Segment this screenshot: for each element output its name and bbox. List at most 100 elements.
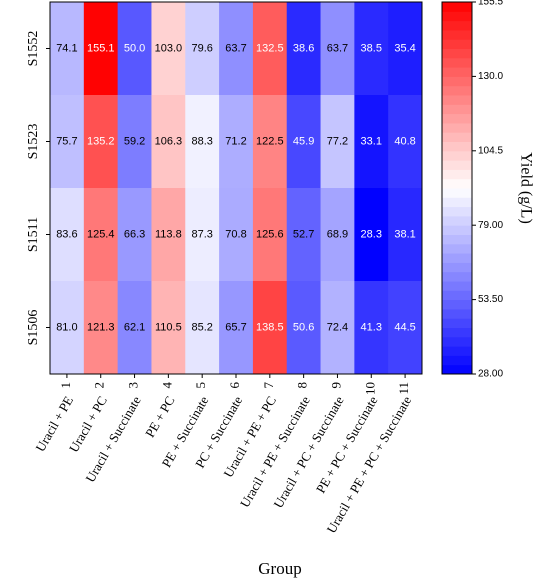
cell-label: 33.1 (361, 135, 382, 147)
heatmap-cell (185, 188, 220, 282)
colorbar-step (442, 67, 472, 77)
colorbar-step (442, 197, 472, 208)
colorbar-step (442, 336, 472, 347)
heatmap-cell (388, 188, 423, 282)
heatmap-cell (50, 2, 85, 96)
heatmap-cell (286, 281, 322, 375)
cell-label: 79.6 (191, 42, 212, 54)
x-tick-label: 8 (295, 382, 310, 389)
colorbar-step (442, 225, 472, 235)
heatmap-cell (286, 2, 322, 96)
cell-label: 66.3 (124, 228, 145, 240)
heatmap-cell (50, 281, 85, 375)
cell-label: 88.3 (191, 135, 212, 147)
colorbar-step (442, 290, 472, 301)
cell-label: 62.1 (124, 321, 145, 333)
colorbar-step (442, 234, 472, 245)
cell-label: 38.5 (361, 42, 382, 54)
cell-label: 63.7 (225, 42, 246, 54)
colorbar-step (442, 346, 472, 356)
y-tick-label: S1523 (26, 124, 41, 160)
colorbar-tick-label: 104.5 (478, 145, 503, 156)
cell-label: 132.5 (256, 42, 284, 54)
x-tick-label: 6 (227, 382, 242, 389)
cell-label: 75.7 (56, 135, 77, 147)
x-axis-label: Group (258, 559, 301, 578)
y-tick-label: S1552 (26, 31, 41, 67)
cell-label: 71.2 (225, 135, 246, 147)
colorbar-step (442, 318, 472, 328)
heatmap-cell (388, 95, 423, 189)
colorbar-step (442, 355, 472, 366)
cell-label: 81.0 (56, 321, 77, 333)
colorbar-step (442, 178, 472, 189)
heatmap-cell (219, 95, 254, 189)
cell-label: 38.1 (394, 228, 415, 240)
heatmap-cell (286, 188, 322, 282)
colorbar-step (442, 39, 472, 49)
heatmap-cell (252, 281, 288, 375)
colorbar-step (442, 2, 472, 12)
cell-label: 44.5 (394, 321, 415, 333)
heatmap-cell (320, 281, 355, 375)
x-tick-label: 11 (396, 382, 411, 395)
colorbar-step (442, 206, 472, 217)
cell-label: 85.2 (191, 321, 212, 333)
heatmap-cell (151, 95, 186, 189)
heatmap-cell (50, 188, 85, 282)
colorbar-step (442, 11, 472, 22)
heatmap-cell (219, 2, 254, 96)
colorbar-step (442, 160, 472, 170)
colorbar-step (442, 253, 472, 263)
cell-label: 38.6 (293, 42, 314, 54)
cell-label: 138.5 (256, 321, 284, 333)
heatmap-cell (286, 95, 322, 189)
cell-label: 65.7 (225, 321, 246, 333)
colorbar-label: Yield (g/L) (517, 152, 534, 224)
heatmap-cell (83, 2, 119, 96)
cell-label: 74.1 (56, 42, 77, 54)
heatmap-cell (117, 281, 152, 375)
heatmap-cell (83, 281, 119, 375)
cell-label: 113.8 (155, 228, 182, 240)
colorbar-step (442, 327, 472, 338)
heatmap-cell (117, 188, 152, 282)
heatmap-cell (83, 95, 119, 189)
colorbar-step (442, 281, 472, 291)
x-tick-label: 2 (92, 382, 107, 389)
heatmap-cell (252, 188, 288, 282)
colorbar-tick-label: 130.0 (478, 71, 503, 82)
x-tick-label: 7 (261, 382, 276, 389)
heatmap-cell (151, 281, 186, 375)
heatmap-cell (185, 2, 220, 96)
y-tick-label: S1511 (26, 217, 41, 252)
heatmap-cell (151, 2, 186, 96)
colorbar-step (442, 113, 472, 124)
x-tick-label: 3 (126, 382, 141, 389)
group-name: PE + PC (142, 393, 177, 439)
cell-label: 122.5 (256, 135, 284, 147)
x-tick-label: 1 (58, 382, 73, 389)
heatmap-cell (354, 95, 389, 189)
cell-label: 103.0 (155, 42, 183, 54)
heatmap-cell (185, 95, 220, 189)
heatmap-cell (320, 2, 355, 96)
cell-label: 83.6 (56, 228, 77, 240)
x-tick-label: 10 (362, 382, 377, 395)
colorbar-step (442, 364, 472, 375)
colorbar-step (442, 262, 472, 273)
heatmap-cell (354, 2, 389, 96)
colorbar-step (442, 95, 472, 105)
heatmap-cell (117, 95, 152, 189)
cell-label: 125.6 (256, 228, 284, 240)
colorbar-step (442, 85, 472, 96)
heatmap-cell (219, 188, 254, 282)
cell-label: 40.8 (394, 135, 415, 147)
cell-label: 135.2 (87, 135, 115, 147)
colorbar-step (442, 132, 472, 142)
cell-label: 106.3 (155, 135, 183, 147)
cell-label: 87.3 (191, 228, 212, 240)
colorbar-step (442, 76, 472, 87)
y-tick-label: S1506 (26, 310, 41, 346)
